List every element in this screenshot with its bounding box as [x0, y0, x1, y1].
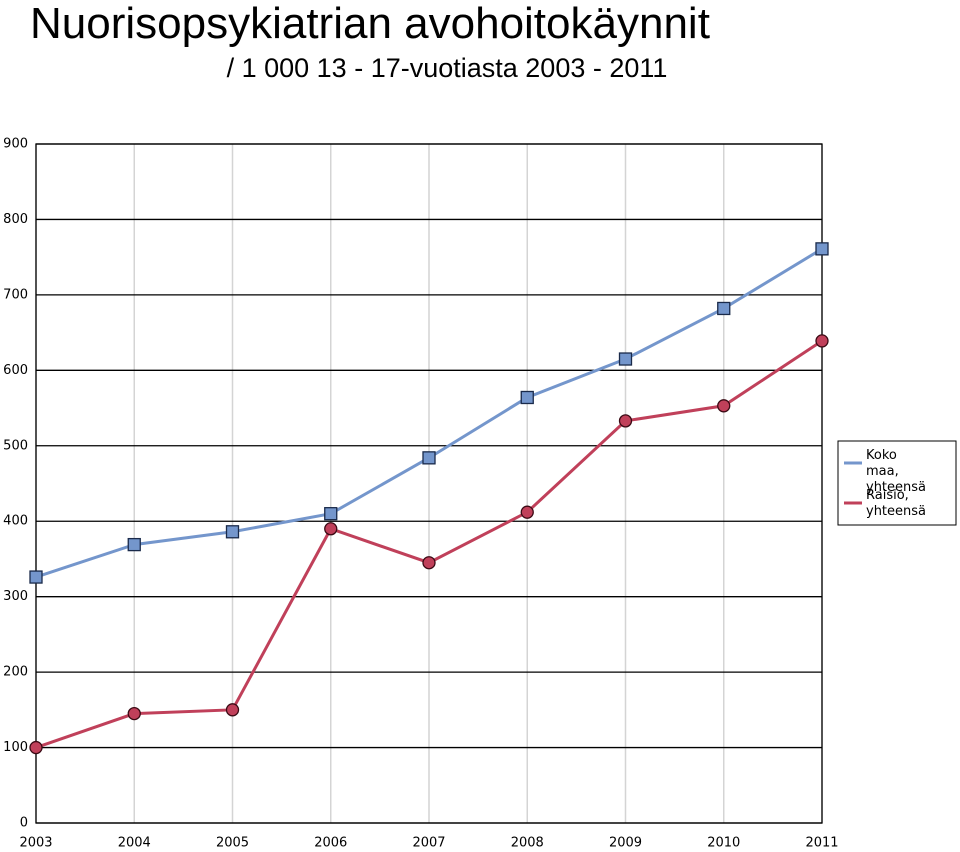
x-tick-label: 2006	[314, 836, 347, 851]
plot-frame	[35, 143, 823, 824]
y-tick-label: 300	[3, 589, 28, 604]
y-tick-label: 200	[3, 665, 28, 680]
legend-label: Raisio, yhteensä	[866, 488, 926, 519]
data-point	[127, 537, 141, 552]
data-point	[225, 703, 240, 717]
data-point	[324, 522, 338, 536]
y-tick-label: 600	[3, 363, 28, 378]
data-point	[29, 740, 43, 755]
y-tick-label: 800	[3, 212, 28, 227]
data-point	[422, 556, 436, 570]
data-point	[520, 390, 534, 405]
y-tick-label: 900	[3, 137, 28, 152]
data-point	[717, 399, 731, 413]
data-point	[520, 505, 534, 519]
data-point	[225, 525, 240, 539]
x-tick-label: 2003	[19, 836, 52, 851]
x-tick-label: 2008	[511, 836, 544, 851]
legend-label: Koko maa, yhteensä	[866, 448, 926, 495]
data-point	[127, 706, 141, 721]
y-tick-label: 100	[3, 740, 28, 755]
chart-title: Nuorisopsykiatrian avohoitokäynnit	[30, 0, 710, 48]
y-tick-label: 400	[3, 514, 28, 529]
x-tick-label: 2005	[216, 836, 249, 851]
data-point	[422, 451, 436, 465]
legend-box	[837, 440, 957, 526]
data-point	[815, 334, 829, 348]
x-tick-label: 2007	[412, 836, 445, 851]
chart-subtitle: / 1 000 13 - 17-vuotiasta 2003 - 2011	[227, 53, 668, 83]
data-point	[618, 414, 633, 428]
data-point	[324, 507, 338, 521]
data-point	[29, 570, 43, 584]
data-point	[618, 352, 633, 366]
x-tick-label: 2011	[805, 836, 838, 851]
y-tick-label: 0	[20, 816, 28, 831]
x-tick-label: 2010	[707, 836, 740, 851]
data-point	[815, 242, 829, 256]
data-point	[717, 301, 731, 316]
x-tick-label: 2009	[609, 836, 642, 851]
y-tick-label: 500	[3, 438, 28, 453]
y-tick-label: 700	[3, 287, 28, 302]
x-tick-label: 2004	[118, 836, 151, 851]
